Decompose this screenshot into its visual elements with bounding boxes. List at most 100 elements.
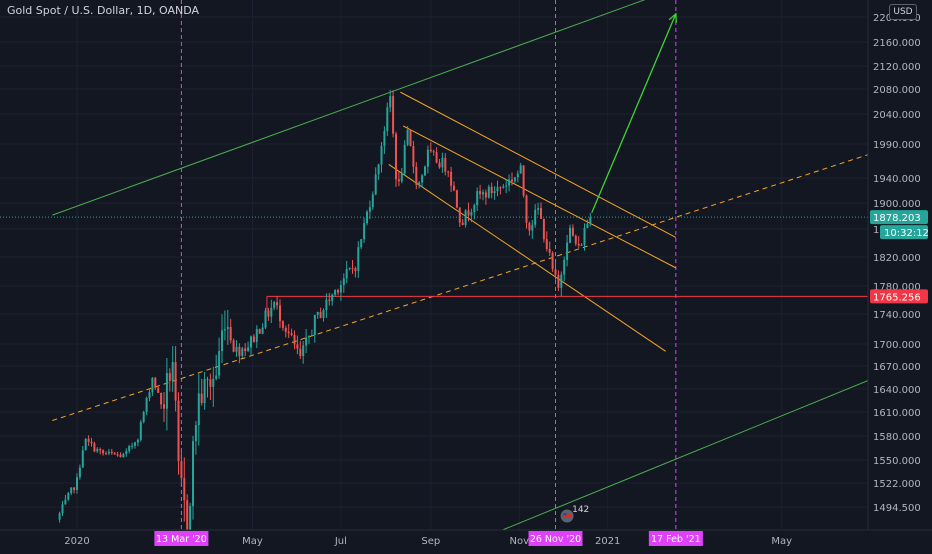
candle-body: [319, 312, 322, 318]
candle: [308, 335, 310, 344]
date-marker-badge[interactable]: [154, 531, 209, 546]
price-tick-label: 1700.000: [873, 340, 921, 351]
candle-body: [392, 96, 395, 134]
price-badge[interactable]: [880, 225, 928, 240]
candle: [569, 224, 571, 244]
candle: [81, 445, 84, 468]
price-tick-label: 1494.500: [873, 503, 921, 514]
date-marker-label: 26 Nov '20: [530, 534, 581, 545]
candle: [479, 184, 482, 200]
candle-body: [165, 373, 168, 409]
candle-body: [322, 309, 325, 318]
date-marker-badge[interactable]: [648, 531, 703, 546]
candle-body: [163, 404, 165, 409]
price-tick-label: 1740.000: [873, 310, 921, 321]
currency-selector[interactable]: USD: [889, 4, 917, 20]
candle-body: [424, 166, 426, 176]
chart-title: Gold Spot / U.S. Dollar, 1D, OANDA: [7, 4, 200, 17]
candle: [90, 437, 93, 447]
candle: [363, 217, 366, 243]
candle: [105, 451, 107, 455]
candle-body: [334, 290, 337, 295]
candle: [221, 314, 223, 364]
candle-body: [487, 186, 490, 198]
candle: [467, 202, 470, 222]
desc-channel-lower: [388, 163, 666, 352]
candle-body: [145, 397, 148, 412]
candle-body: [566, 242, 569, 260]
candle: [383, 126, 386, 154]
candle-body: [368, 207, 371, 212]
time-tick-label: 2021: [595, 536, 620, 547]
candle: [409, 129, 412, 147]
gridlines: [0, 0, 868, 530]
candle: [229, 318, 232, 344]
candle: [325, 293, 328, 319]
desc-channel-mid: [403, 125, 677, 269]
candle: [397, 171, 400, 187]
candle: [513, 177, 516, 184]
candle-body: [305, 337, 308, 346]
candle-body: [499, 187, 502, 189]
candle-body: [580, 244, 583, 246]
candle-body: [351, 268, 354, 270]
candle-body: [438, 162, 441, 168]
candle: [586, 219, 589, 229]
date-marker-label: 13 Mar '20: [156, 534, 207, 545]
candle-body: [406, 129, 409, 145]
candle: [432, 149, 435, 156]
candle-body: [366, 211, 368, 224]
candle-body: [102, 450, 105, 454]
candle-body: [125, 451, 128, 454]
candle-body: [403, 144, 406, 174]
candle-body: [221, 330, 223, 351]
flag-canton-icon: [563, 513, 567, 516]
candle-body: [78, 467, 81, 478]
candle-body: [99, 448, 102, 451]
candle-body: [493, 191, 496, 194]
candle: [270, 299, 273, 323]
candle-body: [131, 445, 134, 447]
candle: [577, 236, 580, 248]
candle: [461, 218, 464, 226]
candle-body: [258, 329, 261, 334]
candle-body: [316, 312, 319, 315]
candle: [360, 238, 363, 250]
candle-body: [435, 152, 438, 163]
price-badge[interactable]: [870, 289, 928, 304]
price-badge[interactable]: [870, 210, 928, 225]
candle-body: [374, 174, 377, 195]
candle-body: [519, 165, 522, 174]
candle: [421, 174, 424, 188]
candle-body: [250, 336, 252, 348]
candle: [406, 126, 409, 147]
candle: [316, 311, 319, 319]
candle-body: [183, 478, 186, 501]
price-tick-label: 2120.000: [873, 62, 921, 73]
candle-body: [160, 393, 163, 405]
price-tick-label: 1580.000: [873, 432, 921, 443]
candle-body: [586, 223, 589, 229]
date-marker-badge[interactable]: [528, 531, 583, 546]
candle: [429, 142, 432, 153]
candle-body: [537, 208, 540, 210]
candle: [70, 487, 73, 496]
price-tick-label: 1522.000: [873, 479, 921, 490]
candle: [484, 189, 487, 205]
candle: [107, 448, 110, 456]
candle: [453, 181, 455, 192]
candle-body: [293, 335, 296, 345]
candle: [142, 410, 145, 424]
candle: [284, 325, 287, 338]
candle-body: [81, 450, 84, 468]
candle: [148, 388, 151, 402]
price-tick-label: 2080.000: [873, 85, 921, 96]
candle-body: [577, 243, 580, 246]
candle: [400, 167, 403, 184]
candle: [168, 368, 171, 392]
candle: [473, 203, 476, 220]
candle-body: [313, 314, 316, 336]
candle-body: [569, 227, 571, 243]
